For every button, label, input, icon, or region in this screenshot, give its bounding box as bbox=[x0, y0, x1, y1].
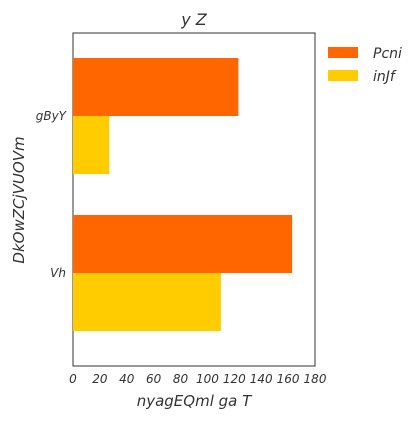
y-tick-labels: gByY Vh bbox=[36, 109, 68, 280]
legend: Pcni inJf bbox=[328, 46, 402, 85]
y-tick-label: Vh bbox=[50, 266, 66, 280]
x-tick-labels: 0 20 40 60 80 100 120 140 160 180 bbox=[69, 372, 327, 386]
x-tick-label: 140 bbox=[250, 372, 273, 386]
plot-frame bbox=[72, 32, 316, 367]
x-tick-label: 100 bbox=[196, 372, 219, 386]
x-tick-label: 160 bbox=[277, 372, 300, 386]
bars-group bbox=[73, 58, 293, 331]
bar-Pcni-Vh bbox=[73, 215, 293, 273]
x-tick-label: 0 bbox=[69, 372, 77, 386]
legend-swatch bbox=[328, 70, 358, 81]
x-tick-label: 180 bbox=[304, 372, 327, 386]
bar-inJf-gByY bbox=[73, 116, 110, 174]
bar-inJf-Vh bbox=[73, 273, 221, 331]
bar-Pcni-gByY bbox=[73, 58, 239, 116]
x-axis-label: nyagEQml ga T bbox=[137, 392, 253, 410]
legend-label: Pcni bbox=[373, 46, 402, 62]
legend-swatch bbox=[328, 47, 358, 58]
x-tick-label: 20 bbox=[92, 372, 108, 386]
y-tick-label: gByY bbox=[36, 109, 68, 123]
legend-label: inJf bbox=[373, 69, 397, 85]
x-tick-label: 80 bbox=[173, 372, 189, 386]
y-axis-label: DkOwZCjVUOVm bbox=[10, 136, 28, 263]
x-tick-label: 60 bbox=[146, 372, 162, 386]
x-tick-label: 120 bbox=[223, 372, 246, 386]
chart-title: y Z bbox=[180, 10, 208, 29]
x-tick-label: 40 bbox=[119, 372, 135, 386]
